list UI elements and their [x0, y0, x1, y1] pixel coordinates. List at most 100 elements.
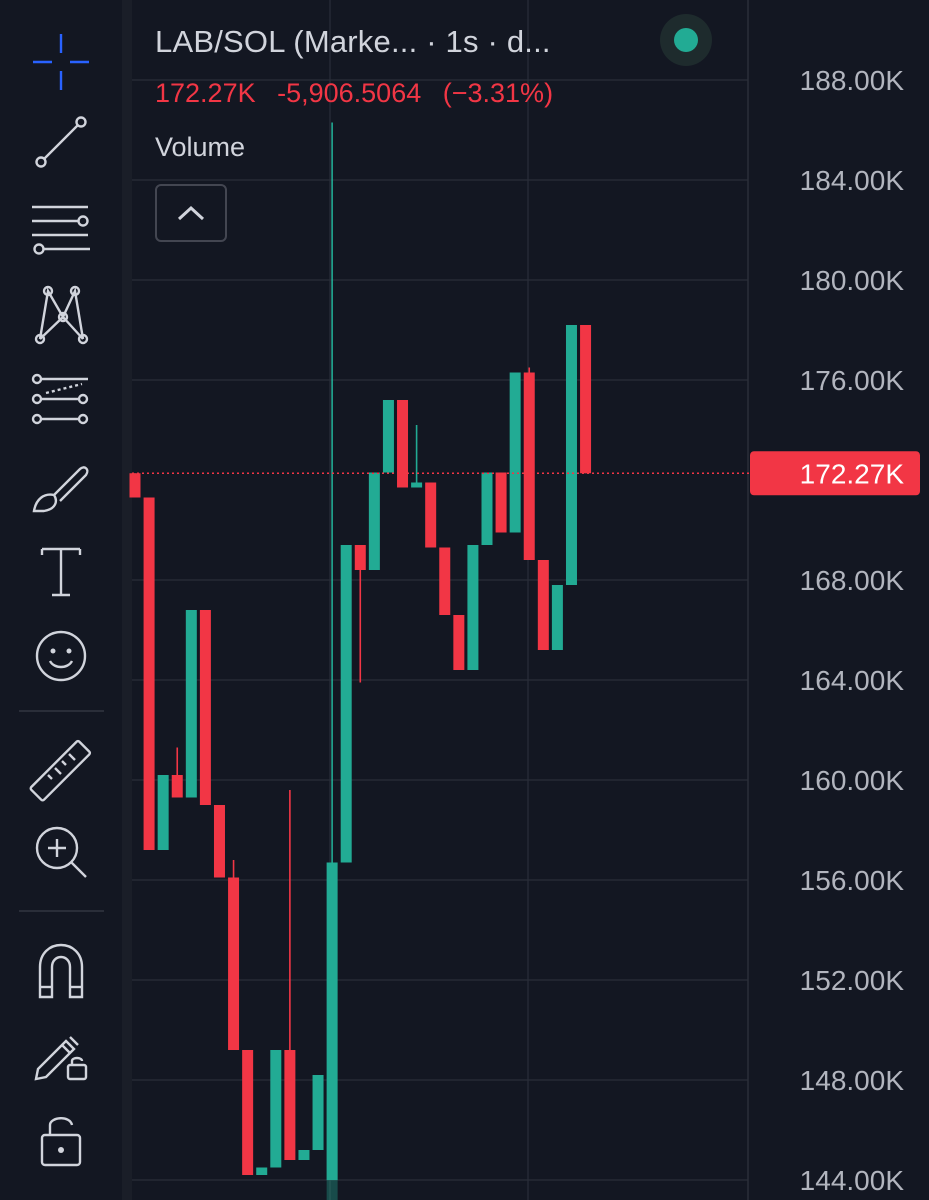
- candle[interactable]: [171, 747, 183, 798]
- candle-body: [284, 1050, 296, 1160]
- candle[interactable]: [382, 400, 394, 473]
- volume-indicator-label[interactable]: Volume: [155, 132, 246, 162]
- ruler-icon: [29, 739, 92, 802]
- candle[interactable]: [185, 610, 197, 798]
- candle-body: [228, 877, 240, 1050]
- candle[interactable]: [495, 472, 507, 533]
- candle[interactable]: [509, 372, 521, 533]
- candle[interactable]: [425, 482, 437, 548]
- collapse-legend-button[interactable]: [155, 184, 227, 242]
- market-status[interactable]: [660, 14, 712, 66]
- candle[interactable]: [270, 1050, 282, 1168]
- candle[interactable]: [242, 1050, 254, 1175]
- candle[interactable]: [284, 790, 296, 1160]
- fib-tool[interactable]: [21, 190, 101, 270]
- toolbar-separator: [19, 910, 104, 912]
- candle[interactable]: [565, 325, 577, 585]
- candle[interactable]: [143, 497, 155, 851]
- price-axis-label: 180.00K: [800, 265, 905, 296]
- price-axis-label: 160.00K: [800, 765, 905, 796]
- candle-body: [397, 400, 409, 488]
- candle-body: [551, 585, 563, 650]
- candle[interactable]: [453, 615, 465, 670]
- candle[interactable]: [213, 805, 225, 878]
- candle[interactable]: [580, 325, 592, 474]
- trend-line-tool[interactable]: [21, 102, 101, 182]
- candle[interactable]: [467, 545, 479, 670]
- candle-body: [298, 1150, 310, 1160]
- candle[interactable]: [298, 1150, 310, 1160]
- candle[interactable]: [326, 122, 338, 1181]
- toolbar-separator: [19, 710, 104, 712]
- pattern-tool[interactable]: [21, 274, 101, 354]
- candle-body: [354, 545, 366, 570]
- zoom-tool[interactable]: [21, 812, 101, 892]
- change-value: -5,906.5064: [277, 78, 422, 108]
- candle-body: [495, 472, 507, 533]
- candle[interactable]: [481, 472, 493, 546]
- brush-tool[interactable]: [21, 446, 101, 526]
- candle[interactable]: [340, 545, 352, 863]
- candle[interactable]: [551, 585, 563, 650]
- candle[interactable]: [129, 473, 141, 498]
- xabcd-pattern-icon: [34, 285, 89, 345]
- candle[interactable]: [439, 547, 451, 616]
- candle[interactable]: [523, 367, 535, 561]
- candle-body: [523, 372, 535, 560]
- candle-body: [411, 482, 423, 488]
- brush-icon: [32, 466, 89, 513]
- candle[interactable]: [256, 1167, 268, 1176]
- candle[interactable]: [312, 1075, 324, 1150]
- chevron-up-icon: [177, 205, 205, 221]
- text-tool[interactable]: [21, 532, 101, 612]
- candle-body: [467, 545, 479, 670]
- emoji-tool[interactable]: [21, 616, 101, 696]
- candle-body: [481, 472, 493, 545]
- price-axis-label: 156.00K: [800, 865, 905, 896]
- fib-retracement-icon: [32, 205, 90, 255]
- lock-tool[interactable]: [21, 1100, 101, 1180]
- candle[interactable]: [411, 425, 423, 488]
- text-icon: [40, 547, 82, 597]
- candle-body: [537, 560, 549, 650]
- candle[interactable]: [354, 545, 366, 683]
- candle-body: [129, 473, 141, 498]
- candle[interactable]: [199, 610, 211, 805]
- forecast-tool[interactable]: [21, 360, 101, 440]
- crosshair-tool[interactable]: [21, 22, 101, 102]
- zoom-in-icon: [35, 826, 87, 878]
- forecast-icon: [31, 373, 89, 425]
- last-price-badge[interactable]: [750, 451, 920, 496]
- chart-pane[interactable]: [122, 0, 929, 1200]
- price-axis-label: 148.00K: [800, 1065, 905, 1096]
- candle-body: [143, 497, 155, 850]
- price-axis-label: 168.00K: [800, 565, 905, 596]
- candle-body: [439, 547, 451, 615]
- candle[interactable]: [157, 775, 169, 850]
- candle-body: [312, 1075, 324, 1150]
- candle-body: [270, 1050, 282, 1168]
- drawing-toolbar: [0, 0, 122, 1200]
- price-axis-label: 188.00K: [800, 65, 905, 96]
- magnet-icon: [38, 943, 84, 999]
- candle-body: [242, 1050, 254, 1175]
- lock-drawings-tool[interactable]: [21, 1014, 101, 1094]
- lock-drawings-icon: [34, 1036, 88, 1081]
- candle[interactable]: [228, 860, 240, 1050]
- unlock-icon: [40, 1117, 82, 1167]
- last-price-badge-label: 172.27K: [800, 458, 905, 489]
- magnet-tool[interactable]: [21, 930, 101, 1010]
- candle-body: [340, 545, 352, 863]
- measure-tool[interactable]: [21, 730, 101, 810]
- symbol-title[interactable]: LAB/SOL (Marke... · 1s · d...: [155, 24, 551, 59]
- candle[interactable]: [368, 472, 380, 571]
- last-price-value: 172.27K: [155, 78, 256, 108]
- candle[interactable]: [397, 400, 409, 488]
- candle[interactable]: [537, 560, 549, 650]
- crosshair-icon: [33, 34, 89, 90]
- candle-body: [326, 862, 338, 1180]
- price-axis-label: 164.00K: [800, 665, 905, 696]
- volume-bar: [326, 1100, 338, 1200]
